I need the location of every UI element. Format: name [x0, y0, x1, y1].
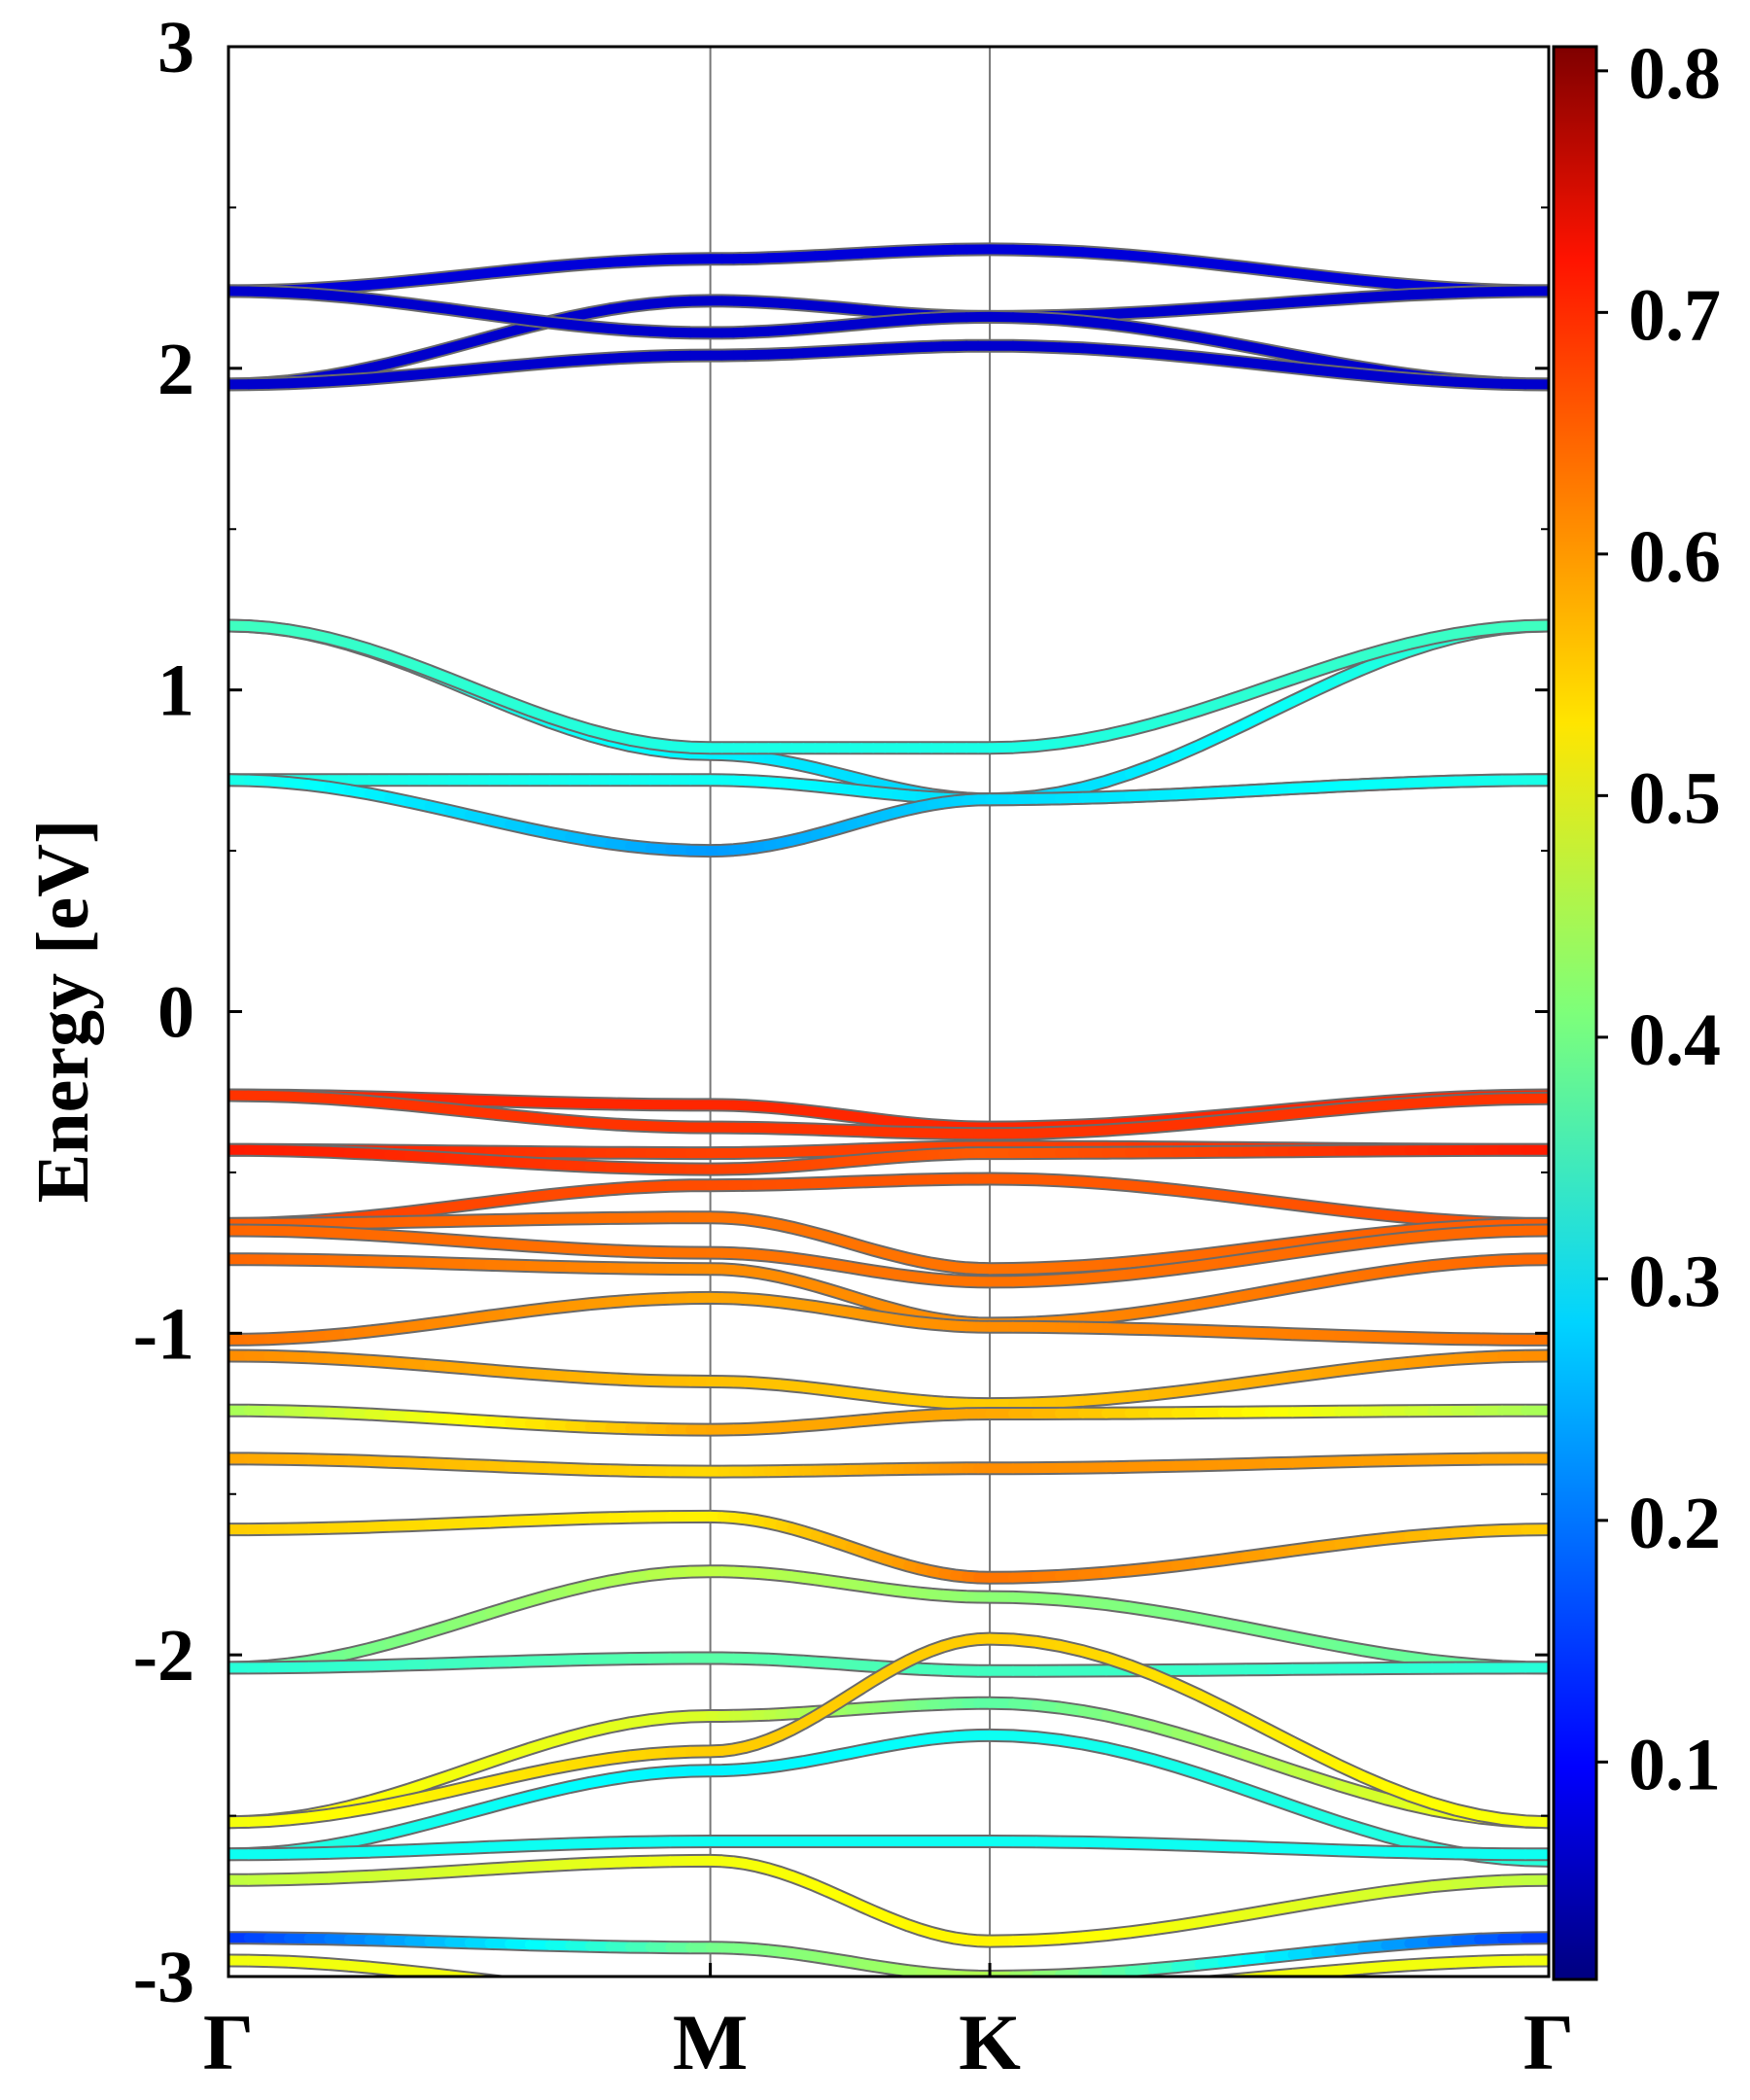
band-outline	[228, 618, 1549, 755]
band-0	[228, 242, 1549, 298]
colorbar-tick-label: 0.8	[1628, 33, 1721, 115]
band-24	[228, 1631, 1549, 1830]
band-segment	[1153, 1984, 1176, 1986]
band-7	[228, 773, 1549, 858]
x-tick-label: K	[959, 1998, 1021, 2086]
y-tick-label: 0	[158, 972, 194, 1054]
band-segment	[486, 1976, 499, 1977]
y-tick-label: 1	[158, 650, 194, 732]
band-15	[228, 1252, 1549, 1331]
band-27	[228, 1853, 1549, 1948]
band-17	[228, 1348, 1549, 1412]
band-segment	[1521, 1816, 1549, 1828]
y-tick-label: 2	[158, 329, 194, 410]
band-14	[228, 1223, 1549, 1289]
x-tick-label: Γ	[203, 1998, 254, 2086]
x-tick-label: Γ	[1523, 1998, 1574, 2086]
band-26	[228, 1835, 1549, 1862]
y-axis-title: Energy [eV]	[22, 820, 104, 1204]
y-tick-label: -3	[133, 1937, 194, 2018]
band-lines	[228, 242, 1549, 1996]
band-segment	[670, 1995, 690, 1996]
band-23	[228, 1696, 1549, 1830]
band-segment	[530, 1985, 550, 1987]
y-axis: 3 2 1 0 -1 -2 -3	[133, 7, 1549, 2018]
band-segment	[1130, 1986, 1153, 1988]
colorbar-ticks: 0.8 0.7 0.6 0.5 0.4 0.3 0.2 0.1	[1596, 33, 1721, 1805]
band-20	[228, 1509, 1549, 1585]
band-11	[228, 1142, 1549, 1176]
band-segment	[1220, 1974, 1251, 1977]
band-segment	[1214, 1976, 1226, 1977]
y-tick-label: -2	[133, 1615, 194, 1697]
band-segment	[1176, 1982, 1200, 1984]
plot-frame	[227, 45, 1551, 1978]
band-segment	[630, 1993, 650, 1994]
band-3	[228, 338, 1549, 392]
band-18	[228, 1403, 1549, 1437]
colorbar-tick-label: 0.5	[1628, 757, 1721, 839]
colorbar-tick-label: 0.3	[1628, 1241, 1721, 1322]
band-21	[228, 1564, 1549, 1675]
colorbar-gradient	[1552, 45, 1598, 1981]
band-segment	[1036, 1991, 1060, 1992]
band-12	[228, 1172, 1549, 1231]
colorbar-tick-label: 0.6	[1628, 516, 1721, 598]
colorbar-tick-label: 0.7	[1628, 274, 1721, 356]
band-segment	[650, 1995, 671, 1996]
band-segment	[590, 1991, 611, 1993]
band-segment	[610, 1992, 630, 1993]
y-tick-label: -1	[133, 1293, 194, 1375]
band-segment	[465, 1973, 493, 1977]
band-16	[228, 1290, 1549, 1347]
band-segment	[1106, 1988, 1130, 1989]
colorbar-tick-label: 0.2	[1628, 1483, 1721, 1564]
colorbar-tick-label: 0.1	[1628, 1724, 1721, 1805]
band-segment	[1060, 1990, 1083, 1991]
band-segment	[570, 1989, 590, 1991]
band-19	[228, 1452, 1549, 1479]
band-segment	[549, 1987, 570, 1989]
colorbar: 0.8 0.7 0.6 0.5 0.4 0.3 0.2 0.1	[1552, 33, 1721, 1981]
band-22	[228, 1651, 1549, 1678]
band-segment	[1083, 1989, 1106, 1990]
band-9	[228, 1088, 1549, 1141]
band-5	[228, 618, 1549, 755]
band-segment	[1521, 620, 1549, 631]
colorbar-tick-label: 0.4	[1628, 999, 1721, 1081]
x-tick-label: M	[673, 1998, 748, 2086]
y-tick-label: 3	[158, 7, 194, 88]
band-outline	[228, 1696, 1549, 1830]
band-13	[228, 1210, 1549, 1277]
band-segment	[509, 1982, 530, 1984]
band-28	[228, 1931, 1549, 1977]
